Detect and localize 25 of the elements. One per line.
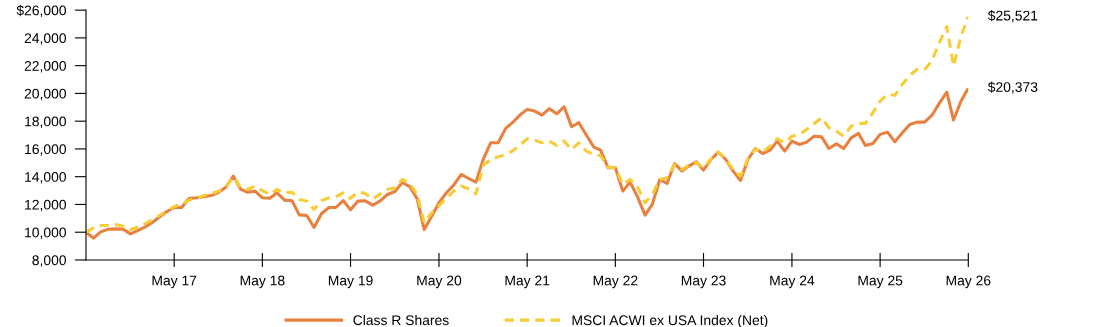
- x-tick-label: May 26: [946, 275, 991, 289]
- y-tick-label: 14,000: [25, 172, 66, 184]
- y-tick-label: 12,000: [25, 199, 66, 212]
- y-tick-label: $26,000: [16, 4, 67, 17]
- x-tick-label: May 17: [152, 275, 197, 289]
- data-label: $25,521: [987, 10, 1038, 23]
- x-tick-label: May 22: [593, 275, 638, 289]
- legend-label: MSCI ACWI ex USA Index (Net): [572, 314, 768, 327]
- x-tick-label: May 25: [858, 275, 903, 289]
- x-tick-label: May 21: [505, 275, 550, 289]
- y-tick-label: 18,000: [25, 116, 66, 128]
- line-series: [85, 15, 969, 234]
- y-tick-label: 20,000: [24, 88, 66, 101]
- legend-label: Class R Shares: [353, 314, 449, 326]
- x-tick-label: May 23: [681, 275, 726, 289]
- y-tick-label: 24,000: [24, 33, 66, 45]
- x-tick-label: May 18: [240, 275, 285, 289]
- x-tick-label: May 24: [770, 275, 815, 289]
- y-tick-label: 10,000: [25, 227, 66, 240]
- y-tick-label: 16,000: [25, 144, 66, 156]
- y-tick-label: 22,000: [24, 60, 66, 73]
- data-label: $20,373: [987, 81, 1038, 94]
- y-tick-label: 8,000: [32, 255, 66, 267]
- x-tick-label: May 20: [417, 275, 462, 289]
- x-tick-label: May 19: [328, 275, 373, 289]
